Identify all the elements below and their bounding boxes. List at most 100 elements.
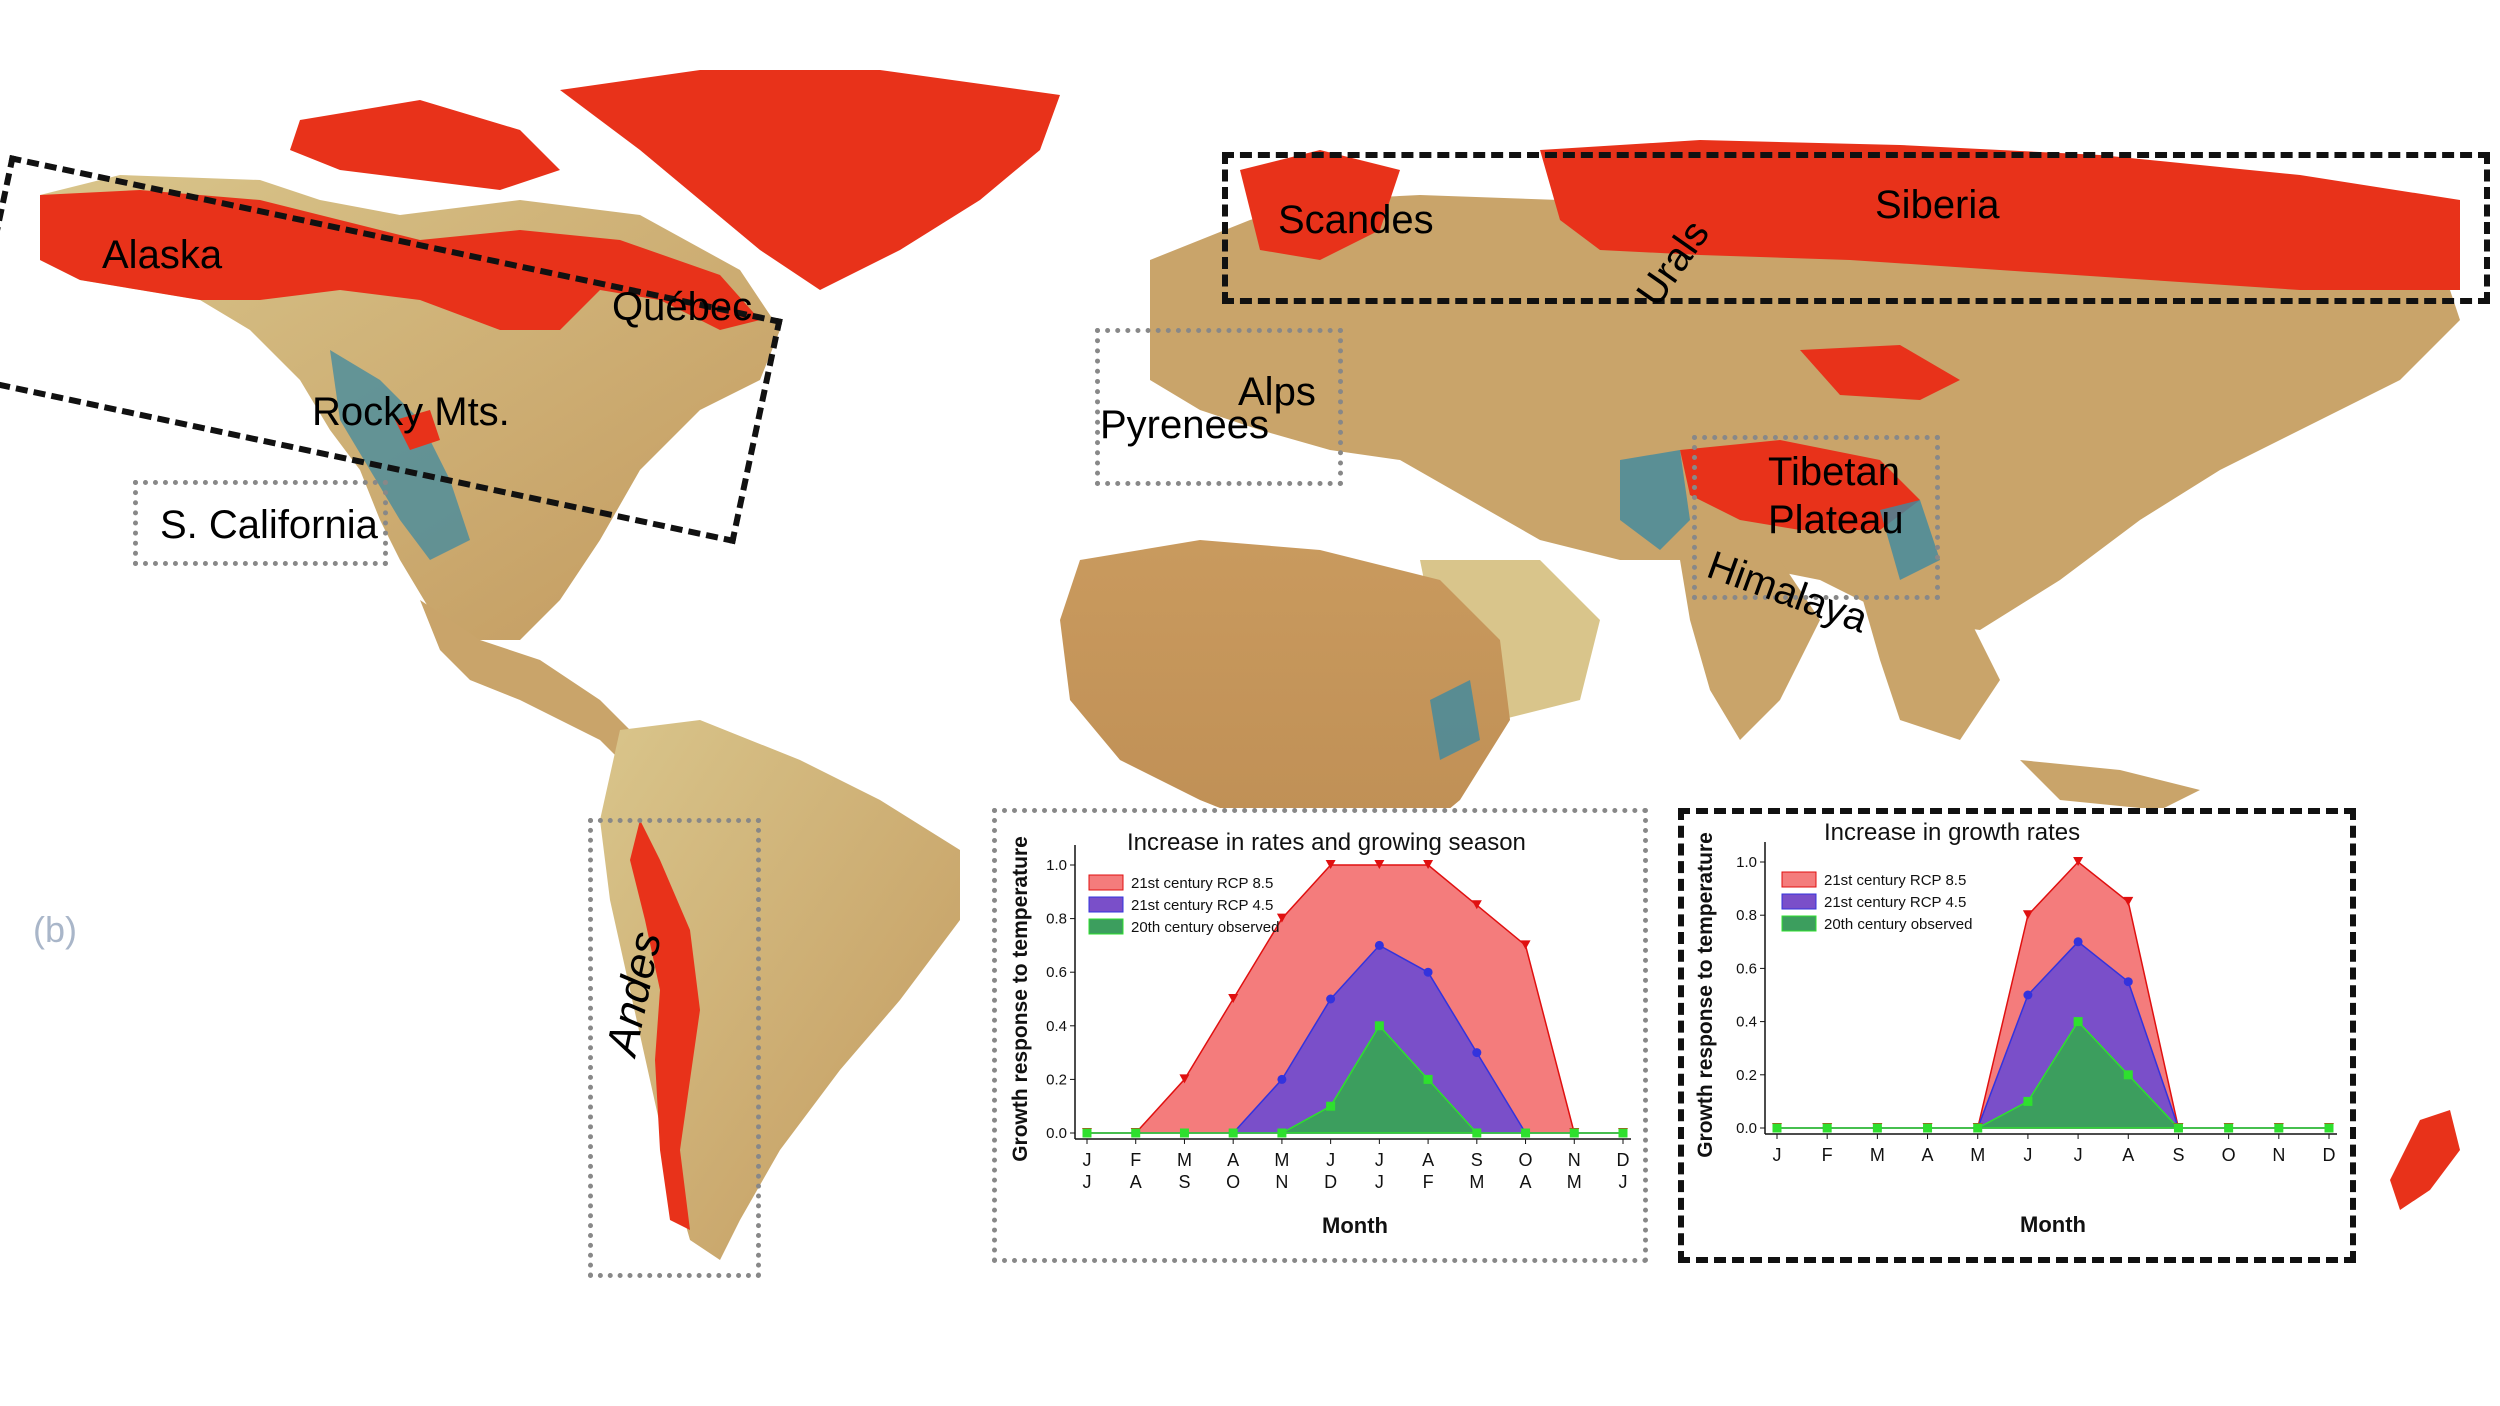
legend-label-1: 21st century RCP 4.5 (1131, 897, 1273, 914)
region-label-scal: S. California (160, 503, 378, 547)
growth-chart-1: Increase in rates and growing season 0.0 0… (1009, 829, 1631, 1238)
region-label-quebec: Québec (612, 285, 753, 329)
data-point-s2-2 (1179, 1128, 1189, 1138)
indonesia-land (2020, 760, 2200, 810)
data-point-s2-7 (2123, 1070, 2133, 1080)
x-tick-label: M (1274, 1150, 1289, 1170)
data-point-s2-0 (1772, 1123, 1782, 1133)
data-point-s2-2 (1872, 1123, 1882, 1133)
x-tick-label: A (2122, 1145, 2134, 1165)
x-tick-label-south: F (1423, 1172, 1434, 1192)
data-point-s0-8 (1471, 900, 1482, 910)
arctic-islands (290, 100, 560, 190)
tibet-box (1692, 435, 1940, 600)
x-tick-label: J (1326, 1150, 1335, 1170)
new-zealand-land (2390, 1110, 2460, 1210)
data-point-s2-6 (2073, 1017, 2083, 1027)
x-tick-label: M (1870, 1145, 1885, 1165)
chart-title: Increase in growth rates (1824, 819, 2080, 846)
y-tick-label: 1.0 (1046, 857, 1067, 874)
x-tick-label: O (1519, 1150, 1533, 1170)
india-land (1680, 560, 1820, 740)
data-point-s2-9 (1521, 1128, 1531, 1138)
data-point-s0-7 (2123, 896, 2134, 906)
data-point-s2-6 (1374, 1021, 1384, 1031)
japan-land (2130, 390, 2180, 480)
y-tick-label: 0.4 (1736, 1014, 1757, 1031)
chart-panel-1: Increase in rates and growing season 0.0 0… (992, 808, 1648, 1263)
legend-swatch-1 (1781, 893, 1817, 910)
region-label-scandes: Scandes (1278, 198, 1434, 242)
legend-swatch-0 (1781, 871, 1817, 888)
data-point-s0-4 (1276, 913, 1287, 923)
data-point-s0-9 (1520, 940, 1531, 950)
north-america-highlight (40, 190, 760, 330)
data-point-s1-6 (2073, 937, 2083, 947)
y-tick-label: 0.8 (1736, 907, 1757, 924)
x-tick-label: A (1422, 1150, 1434, 1170)
data-point-s2-1 (1822, 1123, 1832, 1133)
central-america-land (420, 600, 660, 770)
data-point-s1-4 (1277, 1074, 1287, 1084)
x-tick-label: J (2023, 1145, 2032, 1165)
scal-box (133, 480, 388, 566)
data-point-s2-0 (1082, 1128, 1092, 1138)
data-point-s2-11 (1618, 1128, 1628, 1138)
region-label-rocky: Rocky Mts. (312, 390, 510, 434)
siberia-highlight (1540, 140, 2460, 290)
x-tick-label: J (1083, 1150, 1092, 1170)
x-tick-label: F (1130, 1150, 1141, 1170)
legend-label-2: 20th century observed (1824, 916, 1972, 933)
andes-box (588, 818, 761, 1278)
chart-title: Increase in rates and growing season (1127, 829, 1526, 856)
x-tick-label: J (1773, 1145, 1782, 1165)
data-point-s2-5 (1326, 1101, 1336, 1111)
legend-swatch-0 (1088, 874, 1124, 891)
x-tick-label-south: J (1083, 1172, 1092, 1192)
x-tick-label: J (1375, 1150, 1384, 1170)
africa-land (1060, 540, 1510, 850)
x-axis-label: Month (1322, 1213, 1388, 1238)
data-point-s2-3 (1228, 1128, 1238, 1138)
data-point-s2-4 (1277, 1128, 1287, 1138)
legend-swatch-2 (1781, 915, 1817, 932)
data-point-s1-5 (2023, 990, 2033, 1000)
y-tick-label: 1.0 (1736, 854, 1757, 871)
x-tick-label: D (1617, 1150, 1630, 1170)
data-point-s2-9 (2224, 1123, 2234, 1133)
data-point-s0-5 (2022, 910, 2033, 920)
x-tick-label-south: S (1178, 1172, 1190, 1192)
data-point-s1-8 (1472, 1048, 1482, 1058)
panel-tag: (b) (33, 909, 77, 950)
data-point-s0-3 (1228, 994, 1239, 1003)
y-tick-label: 0.6 (1736, 960, 1757, 977)
legend-label-1: 21st century RCP 4.5 (1824, 894, 1966, 911)
siberia-box (1222, 152, 2490, 304)
x-tick-label: D (2323, 1145, 2336, 1165)
x-tick-label: M (1970, 1145, 1985, 1165)
x-tick-label: N (2272, 1145, 2285, 1165)
legend-swatch-2 (1088, 918, 1124, 935)
x-tick-label-south: O (1226, 1172, 1240, 1192)
x-tick-label: M (1177, 1150, 1192, 1170)
legend-label-0: 21st century RCP 8.5 (1824, 872, 1966, 889)
x-tick-label-south: J (1619, 1172, 1628, 1192)
x-tick-label: A (1922, 1145, 1934, 1165)
x-tick-label: S (1471, 1150, 1483, 1170)
region-label-plateau: Plateau (1768, 498, 1904, 542)
region-label-alps: Alps (1238, 370, 1316, 414)
x-tick-label: F (1822, 1145, 1833, 1165)
x-tick-label-south: N (1275, 1172, 1288, 1192)
scandinavia-land (1240, 150, 1400, 260)
europe-box (1095, 328, 1343, 486)
x-tick-label: A (1227, 1150, 1239, 1170)
andes-highlight (630, 820, 700, 1230)
data-point-s2-8 (1472, 1128, 1482, 1138)
region-label-siberia: Siberia (1875, 183, 2000, 227)
south-america-land (600, 720, 960, 1260)
x-tick-label-south: A (1130, 1172, 1142, 1192)
data-point-s2-8 (2173, 1123, 2183, 1133)
se-asia-land (1860, 590, 2000, 740)
data-point-s0-5 (1325, 860, 1336, 869)
y-tick-label: 0.2 (1046, 1071, 1067, 1088)
